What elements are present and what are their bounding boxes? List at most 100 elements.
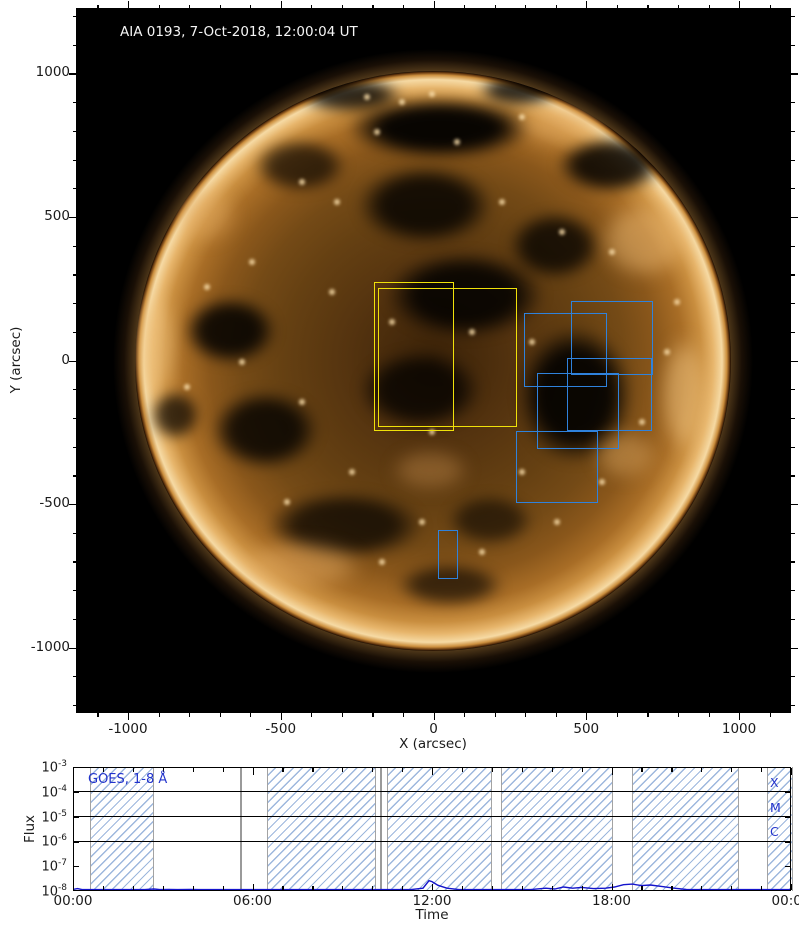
y-tick — [791, 704, 795, 707]
coronal-hole-shade — [430, 485, 550, 555]
y-tick — [69, 360, 76, 362]
y-tick — [69, 216, 76, 219]
goes-hour-tick — [192, 768, 194, 772]
y-tick — [791, 274, 795, 276]
y-tick — [791, 331, 795, 333]
y-tick — [791, 561, 795, 563]
x-tick — [616, 713, 619, 717]
goes-y-tick-label: 10-4 — [41, 783, 67, 801]
goes-hour-tick — [252, 768, 254, 775]
y-tick — [72, 676, 76, 678]
y-tick — [791, 188, 795, 190]
x-tick — [708, 713, 710, 717]
x-tick — [586, 1, 588, 8]
x-tick-label: 1000 — [721, 721, 757, 737]
goes-legend: GOES, 1-8 Å — [88, 772, 168, 787]
coronal-hole-shade — [275, 71, 425, 120]
x-tick — [250, 4, 252, 8]
goes-x-axis-label: Time — [415, 907, 449, 923]
y-tick — [72, 446, 76, 448]
x-tick — [311, 4, 313, 8]
bright-region — [580, 185, 710, 295]
goes-hour-tick — [791, 768, 793, 775]
goes-x-tick-label: 00:00 — [771, 893, 799, 909]
goes-hour-tick — [491, 768, 494, 772]
goes-hour-tick — [162, 768, 164, 772]
y-tick — [69, 73, 76, 75]
image-title: AIA 0193, 7-Oct-2018, 12:00:04 UT — [120, 24, 358, 40]
y-tick — [791, 618, 795, 621]
y-tick — [72, 102, 76, 104]
x-tick — [708, 4, 710, 8]
x-tick — [250, 713, 252, 717]
yellow-event-box — [377, 287, 518, 428]
y-tick — [791, 417, 795, 420]
goes-hour-tick — [581, 768, 583, 772]
blue-event-box — [524, 313, 608, 387]
blue-event-box — [567, 357, 653, 432]
goes-hour-tick — [701, 768, 703, 772]
goes-hour-tick — [461, 886, 464, 890]
goes-hour-tick — [222, 886, 224, 890]
x-tick — [311, 713, 313, 717]
goes-x-tick-label: 12:00 — [412, 893, 452, 909]
goes-hour-tick — [252, 883, 254, 890]
goes-decade-tick — [74, 791, 79, 793]
goes-decade-tick — [785, 866, 790, 868]
goes-data-gap-line — [380, 767, 383, 891]
x-tick — [402, 4, 405, 8]
x-tick — [555, 4, 557, 8]
goes-hour-tick — [461, 768, 464, 772]
x-tick — [189, 4, 191, 8]
goes-hatched-band — [387, 767, 493, 891]
y-tick-label: 0 — [61, 351, 70, 368]
goes-y-tick-label: 10-7 — [41, 858, 67, 875]
x-tick — [586, 713, 588, 720]
goes-decade-tick — [785, 791, 790, 793]
bright-region — [135, 270, 185, 420]
y-tick — [72, 159, 76, 161]
goes-x-tick-label: 18:00 — [592, 893, 631, 909]
goes-y-tick-label: 10-3 — [41, 759, 67, 776]
goes-class-line — [73, 840, 791, 843]
y-tick — [72, 590, 76, 592]
x-tick — [219, 4, 221, 8]
goes-hatched-band — [267, 767, 377, 891]
y-tick — [791, 73, 798, 75]
goes-hour-tick — [611, 768, 613, 775]
goes-hour-tick — [372, 886, 374, 890]
coronal-hole-shade — [375, 555, 525, 615]
y-tick — [791, 475, 795, 477]
goes-hour-tick — [73, 768, 75, 775]
goes-hour-tick — [521, 886, 523, 890]
x-tick — [402, 713, 405, 717]
x-tick — [769, 713, 771, 717]
y-tick — [72, 618, 76, 621]
goes-hour-tick — [432, 883, 434, 890]
goes-class-line — [73, 816, 791, 818]
goes-hour-tick — [581, 886, 583, 890]
goes-hour-tick — [761, 886, 763, 890]
x-tick — [341, 4, 344, 8]
goes-decade-tick — [74, 816, 79, 818]
y-tick — [791, 16, 795, 18]
y-tick — [72, 704, 76, 707]
y-tick-label: 500 — [44, 207, 70, 224]
x-tick — [280, 1, 282, 8]
bright-region — [210, 530, 390, 600]
y-tick — [72, 532, 76, 534]
y-tick-label: -1000 — [30, 638, 70, 655]
y-tick — [791, 130, 795, 133]
goes-hour-tick — [73, 883, 75, 890]
goes-hour-tick — [551, 768, 553, 772]
goes-y-tick-label: 10-8 — [41, 883, 67, 900]
goes-decade-tick — [74, 866, 79, 868]
bright-region — [580, 420, 670, 490]
goes-y-tick-label: 10-5 — [41, 808, 67, 825]
y-tick — [72, 303, 76, 305]
goes-x-tick-label: 06:00 — [233, 893, 272, 909]
y-tick — [791, 676, 795, 678]
y-tick — [791, 303, 795, 305]
x-tick — [647, 713, 649, 717]
x-axis-label: X (arcsec) — [399, 736, 467, 752]
